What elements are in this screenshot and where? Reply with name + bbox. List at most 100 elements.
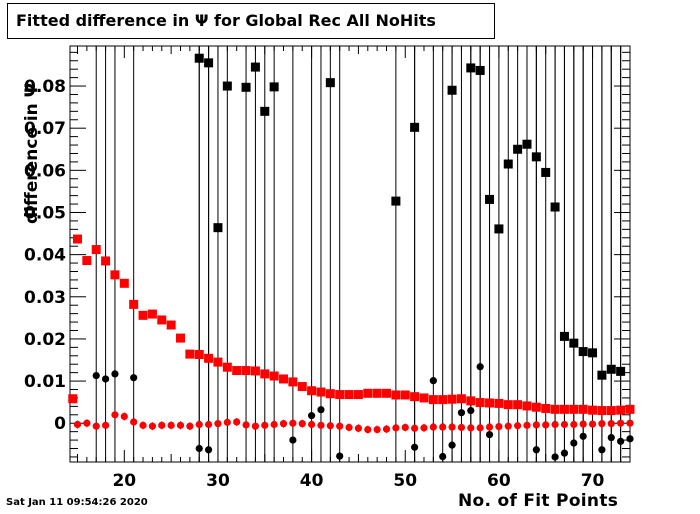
data-point-square	[606, 406, 616, 416]
data-point-circle	[308, 412, 316, 420]
data-point-square	[297, 382, 307, 392]
data-point-square	[110, 270, 120, 280]
data-point-circle	[111, 370, 119, 378]
data-point-square	[101, 256, 111, 266]
data-point-square	[410, 392, 420, 402]
data-point-square	[550, 404, 560, 414]
data-point-circle	[317, 421, 325, 429]
data-point-circle	[457, 409, 466, 417]
data-point-square	[391, 390, 401, 400]
data-point-circle	[626, 419, 634, 427]
data-point-circle	[523, 421, 531, 429]
data-point-square	[550, 202, 560, 212]
data-point-circle	[242, 421, 250, 429]
data-point-square	[194, 350, 204, 360]
data-point-circle	[289, 436, 297, 444]
data-point-square	[250, 62, 260, 72]
data-point-circle	[448, 441, 456, 449]
data-point-circle	[579, 432, 587, 440]
data-point-square	[531, 152, 541, 162]
data-point-circle	[167, 421, 175, 429]
data-point-square	[204, 353, 214, 363]
data-point-circle	[467, 424, 475, 432]
data-point-circle	[514, 422, 522, 430]
data-point-circle	[598, 446, 606, 454]
data-point-circle	[551, 453, 559, 461]
data-point-square	[597, 406, 607, 416]
data-point-square	[522, 401, 532, 411]
data-point-circle	[92, 371, 100, 380]
data-point-square	[176, 333, 186, 343]
data-point-circle	[364, 425, 372, 434]
data-point-circle	[476, 424, 484, 432]
data-point-circle	[626, 435, 634, 443]
y-tick-label: 0.08	[24, 77, 66, 97]
data-point-square	[194, 53, 204, 63]
data-point-circle	[504, 422, 512, 430]
data-point-circle	[233, 418, 241, 426]
data-point-square	[269, 82, 279, 92]
data-point-square	[82, 256, 92, 266]
x-tick-label: 60	[487, 471, 511, 491]
data-point-square	[232, 366, 242, 376]
data-point-square	[578, 404, 588, 414]
data-point-square	[503, 400, 513, 410]
data-point-circle	[308, 420, 316, 429]
data-point-square	[269, 371, 279, 381]
data-point-square	[466, 63, 476, 73]
data-point-square	[494, 398, 504, 408]
data-point-square	[363, 388, 373, 398]
data-point-square	[138, 310, 148, 320]
data-point-square	[372, 388, 382, 398]
y-tick-label: 0.02	[24, 330, 66, 350]
data-point-circle	[158, 421, 166, 429]
data-point-square	[185, 349, 195, 359]
data-point-square	[625, 404, 635, 414]
data-point-circle	[382, 425, 391, 433]
data-point-square	[569, 338, 579, 348]
data-point-square	[466, 396, 476, 406]
data-point-square	[503, 159, 513, 169]
data-point-circle	[579, 420, 587, 428]
data-point-circle	[354, 424, 363, 432]
data-point-square	[204, 58, 214, 68]
x-tick-label: 70	[581, 471, 605, 491]
data-point-square	[475, 398, 485, 408]
y-tick-label: 0.07	[24, 119, 66, 139]
y-tick-label: 0	[54, 414, 66, 434]
data-point-circle	[485, 431, 494, 439]
data-point-square	[588, 348, 598, 358]
data-point-square	[475, 65, 485, 75]
data-point-circle	[176, 421, 185, 429]
data-point-circle	[130, 418, 138, 426]
data-point-square	[419, 393, 429, 403]
data-point-circle	[439, 423, 447, 431]
data-point-circle	[261, 421, 269, 429]
data-point-square	[616, 366, 626, 376]
data-point-square	[541, 403, 551, 413]
data-point-square	[513, 144, 523, 154]
data-point-square	[119, 278, 129, 288]
data-point-circle	[570, 439, 578, 447]
data-point-circle	[495, 422, 503, 431]
data-point-square	[68, 394, 78, 404]
data-point-square	[222, 362, 232, 372]
data-point-circle	[83, 419, 91, 427]
data-point-circle	[570, 420, 578, 429]
data-point-circle	[607, 420, 615, 428]
data-point-circle	[326, 422, 334, 430]
data-point-square	[288, 377, 298, 387]
chart-title: Fitted difference in Ψ for Global Rec Al…	[7, 3, 495, 39]
data-point-circle	[411, 443, 419, 451]
data-point-square	[410, 122, 420, 132]
data-point-circle	[279, 420, 288, 428]
data-point-circle	[195, 420, 203, 429]
data-point-square	[147, 309, 157, 319]
data-point-circle	[448, 423, 456, 431]
data-point-square	[325, 78, 335, 88]
data-point-square	[335, 390, 345, 400]
data-point-circle	[617, 437, 625, 445]
data-point-square	[391, 196, 401, 206]
data-point-circle	[186, 422, 194, 430]
data-point-square	[616, 405, 626, 415]
